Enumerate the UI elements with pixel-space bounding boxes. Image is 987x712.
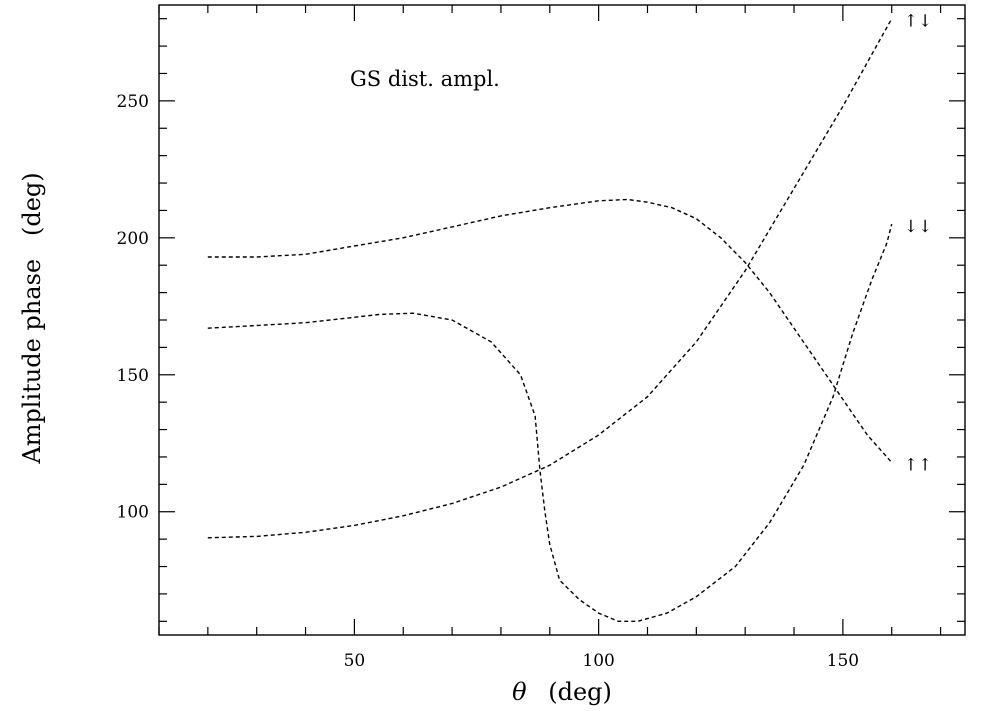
series-label-1: ↑↓ [904, 12, 933, 32]
series-line-1 [207, 18, 893, 539]
tick-marks [158, 5, 965, 635]
x-axis-unit: (deg) [548, 678, 612, 706]
y-tick-label: 250 [117, 92, 149, 112]
series-line-3 [207, 198, 893, 463]
tick-labels: 50 100 150 100 150 200 250 [117, 92, 860, 671]
y-tick-label: 200 [117, 229, 149, 249]
chart-annotation: GS dist. ampl. [350, 67, 500, 91]
y-tick-label: 100 [117, 503, 149, 523]
y-axis-title: Amplitude phase (deg) [18, 172, 46, 464]
plot-frame [158, 4, 966, 636]
x-axis-symbol: θ [512, 678, 527, 706]
y-tick-label: 150 [117, 366, 149, 386]
x-tick-label: 100 [582, 651, 614, 671]
series-labels: ↑↓ ↓↓ ↑↑ [904, 12, 933, 476]
x-tick-label: 50 [344, 651, 366, 671]
series-label-3: ↑↑ [904, 455, 933, 475]
series-label-2: ↓↓ [904, 217, 933, 237]
series-curves [207, 18, 893, 622]
x-axis-title: θ (deg) [512, 678, 612, 706]
x-tick-label: 150 [827, 651, 859, 671]
series-line-2 [207, 223, 893, 622]
